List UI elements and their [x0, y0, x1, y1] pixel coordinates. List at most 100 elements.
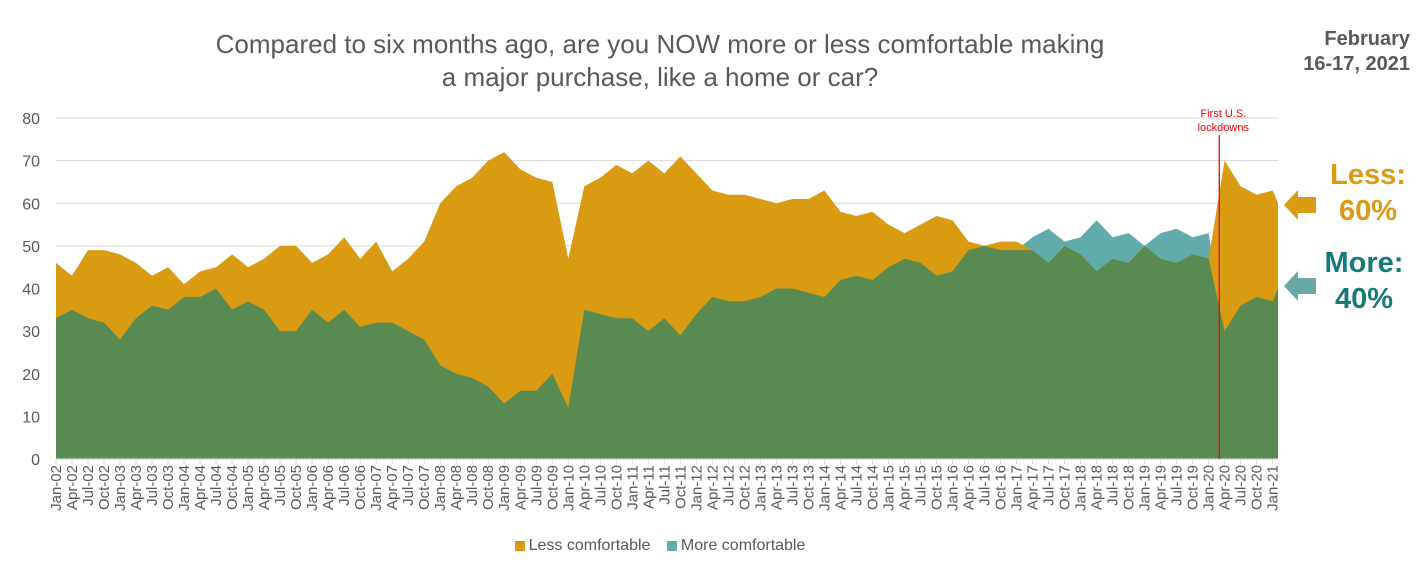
- x-tick-label: Jul-04: [208, 465, 225, 506]
- y-tick-label: 30: [22, 324, 40, 341]
- legend-swatch-more: [666, 541, 677, 551]
- y-tick-label: 80: [22, 111, 40, 128]
- x-tick-label: Apr-14: [832, 465, 849, 510]
- less-arrow-icon: [1284, 190, 1316, 220]
- x-tick-label: Apr-11: [640, 465, 657, 509]
- x-tick-label: Jul-02: [80, 465, 97, 506]
- x-tick-label: Jan-16: [944, 465, 961, 511]
- chart-title-line2: a major purchase, like a home or car?: [441, 62, 879, 92]
- less-callout: Less: 60%: [1313, 157, 1420, 229]
- x-tick-label: Oct-03: [160, 465, 177, 510]
- legend-item-more: More comfortable: [666, 537, 806, 555]
- y-tick-label: 0: [31, 452, 40, 469]
- y-tick-label: 70: [22, 154, 40, 171]
- x-tick-label: Jan-20: [1201, 465, 1218, 511]
- x-tick-label: Oct-16: [993, 465, 1010, 510]
- x-tick-label: Jul-13: [784, 465, 801, 506]
- x-tick-label: Jan-15: [880, 465, 897, 511]
- x-tick-label: Jan-12: [688, 465, 705, 511]
- y-tick-label: 40: [22, 282, 40, 299]
- more-callout-value: 40%: [1334, 283, 1394, 315]
- lockdown-label-line2: lockdowns: [1198, 122, 1250, 134]
- x-tick-label: Oct-17: [1057, 465, 1074, 510]
- x-tick-label: Jan-06: [304, 465, 321, 511]
- legend: Less comfortable More comfortable: [0, 537, 1320, 556]
- x-tick-label: Jul-08: [464, 465, 481, 506]
- x-tick-label: Apr-15: [896, 465, 913, 510]
- x-tick-label: Apr-12: [704, 465, 721, 510]
- more-arrow-icon: [1284, 271, 1316, 301]
- x-tick-label: Apr-08: [448, 465, 465, 510]
- x-tick-label: Apr-13: [768, 465, 785, 510]
- x-tick-label: Oct-14: [864, 465, 881, 510]
- survey-date-line2: 16-17, 2021: [1303, 53, 1410, 75]
- y-tick-label: 20: [22, 367, 40, 384]
- x-tick-label: Apr-19: [1153, 465, 1170, 510]
- y-tick-label: 10: [22, 409, 40, 426]
- x-tick-label: Apr-20: [1217, 465, 1234, 510]
- x-tick-label: Oct-18: [1121, 465, 1138, 510]
- x-tick-label: Oct-05: [288, 465, 305, 510]
- x-tick-label: Oct-15: [928, 465, 945, 510]
- x-tick-label: Jul-18: [1105, 465, 1122, 506]
- x-tick-label: Apr-05: [256, 465, 273, 510]
- x-tick-label: Jul-09: [528, 465, 545, 506]
- x-tick-label: Jul-05: [272, 465, 289, 506]
- x-tick-label: Oct-08: [480, 465, 497, 510]
- x-tick-label: Jan-11: [624, 465, 641, 510]
- x-tick-label: Jan-08: [432, 465, 449, 511]
- more-callout: More: 40%: [1309, 245, 1419, 317]
- x-tick-label: Apr-07: [384, 465, 401, 510]
- x-tick-label: Apr-16: [960, 465, 977, 510]
- x-tick-label: Jan-21: [1265, 465, 1282, 511]
- x-tick-label: Jul-19: [1169, 465, 1186, 506]
- x-tick-label: Jul-03: [144, 465, 161, 506]
- x-tick-label: Jan-02: [48, 465, 65, 511]
- x-tick-label: Jan-18: [1073, 465, 1090, 511]
- x-tick-label: Oct-10: [608, 465, 625, 510]
- x-tick-label: Oct-19: [1185, 465, 1202, 510]
- x-tick-label: Apr-02: [64, 465, 81, 510]
- x-tick-label: Jan-17: [1009, 465, 1026, 511]
- x-tick-label: Apr-10: [576, 465, 593, 510]
- x-tick-label: Jul-12: [720, 465, 737, 506]
- x-tick-label: Apr-17: [1025, 465, 1042, 510]
- x-tick-label: Jan-05: [240, 465, 257, 511]
- survey-date: February 16-17, 2021: [1270, 27, 1410, 77]
- chart-title: Compared to six months ago, are you NOW …: [120, 28, 1200, 94]
- x-tick-label: Apr-06: [320, 465, 337, 510]
- less-callout-label: Less:: [1330, 159, 1406, 191]
- legend-label-more: More comfortable: [680, 537, 806, 554]
- x-tick-label: Oct-02: [96, 465, 113, 510]
- x-tick-label: Jan-13: [752, 465, 769, 511]
- x-tick-label: Jul-10: [592, 465, 609, 506]
- x-tick-label: Oct-06: [352, 465, 369, 510]
- x-tick-label: Jul-06: [336, 465, 353, 506]
- more-callout-label: More:: [1324, 247, 1404, 279]
- x-tick-label: Jul-16: [977, 465, 994, 506]
- x-tick-label: Apr-18: [1089, 465, 1106, 510]
- x-tick-label: Oct-04: [224, 465, 241, 510]
- lockdown-label-line1: First U.S.: [1200, 108, 1246, 120]
- x-tick-label: Oct-20: [1249, 465, 1266, 510]
- legend-item-less: Less comfortable: [514, 537, 650, 555]
- x-tick-label: Apr-09: [512, 465, 529, 510]
- x-tick-label: Oct-07: [416, 465, 433, 510]
- x-tick-label: Oct-09: [544, 465, 561, 510]
- x-tick-label: Jan-19: [1137, 465, 1154, 511]
- x-tick-label: Jul-07: [400, 465, 417, 506]
- overlap-area: [56, 245, 1278, 459]
- x-tick-label: Jan-10: [560, 465, 577, 511]
- less-callout-value: 60%: [1338, 195, 1398, 227]
- x-tick-label: Jul-11: [656, 465, 673, 505]
- survey-date-line1: February: [1324, 28, 1410, 50]
- chart-title-line1: Compared to six months ago, are you NOW …: [215, 29, 1105, 59]
- y-tick-label: 60: [22, 196, 40, 213]
- x-tick-label: Jan-07: [368, 465, 385, 511]
- x-tick-label: Oct-13: [800, 465, 817, 510]
- x-tick-label: Jul-15: [912, 465, 929, 506]
- x-tick-label: Jan-14: [816, 465, 833, 511]
- x-tick-label: Apr-04: [192, 465, 209, 510]
- x-tick-label: Jan-09: [496, 465, 513, 511]
